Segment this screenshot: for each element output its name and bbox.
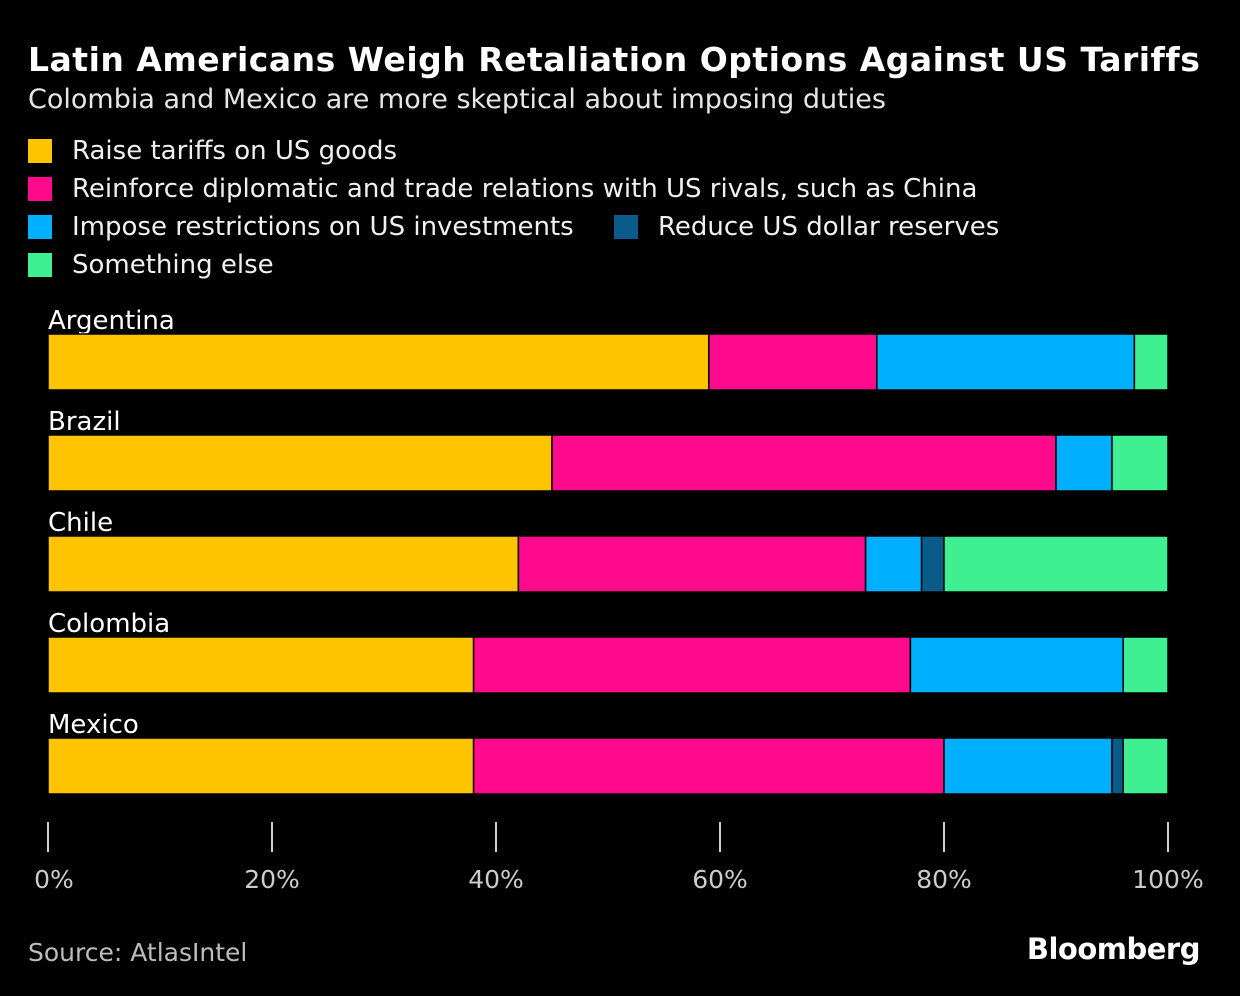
legend-item-something-else: Something else [28, 250, 274, 280]
legend-item-restrict-investments: Impose restrictions on US investments [28, 212, 574, 242]
category-label: Brazil [48, 407, 121, 437]
legend-item-reduce-dollar-reserves: Reduce US dollar reserves [614, 212, 999, 242]
bar-segment-mexico-3 [1111, 737, 1124, 795]
bloomberg-logo: Bloomberg [1026, 932, 1201, 966]
x-tick-label: 60% [692, 865, 748, 894]
chart-subtitle: Colombia and Mexico are more skeptical a… [28, 84, 886, 115]
bar-segment-argentina-4 [1133, 333, 1169, 391]
bar-segment-colombia-2 [909, 636, 1124, 694]
legend-label: Reduce US dollar reserves [658, 212, 1000, 242]
legend-item-reinforce-relations: Reinforce diplomatic and trade relations… [28, 174, 977, 204]
bar-segment-chile-3 [920, 535, 945, 593]
bar-segment-mexico-0 [47, 737, 475, 795]
x-tick-label: 20% [244, 865, 300, 894]
bar-segment-brazil-2 [1055, 434, 1113, 492]
bar-segment-chile-0 [47, 535, 520, 593]
legend-swatch [28, 253, 52, 277]
bar-segment-brazil-1 [551, 434, 1057, 492]
x-tick-label: 100% [1132, 865, 1203, 894]
bar-segment-argentina-0 [47, 333, 710, 391]
category-label: Argentina [48, 306, 175, 336]
chart-title: Latin Americans Weigh Retaliation Option… [28, 40, 1201, 79]
bar-segment-chile-4 [943, 535, 1169, 593]
source-note: Source: AtlasIntel [28, 938, 248, 967]
legend-label: Something else [72, 250, 274, 280]
bar-segment-argentina-1 [708, 333, 878, 391]
category-label: Chile [48, 508, 113, 538]
bar-segment-colombia-0 [47, 636, 475, 694]
x-tick-label: 80% [916, 865, 972, 894]
x-tick-label: 0% [34, 865, 74, 894]
bar-segment-colombia-1 [472, 636, 912, 694]
legend-label: Impose restrictions on US investments [72, 212, 574, 242]
legend-label: Reinforce diplomatic and trade relations… [72, 174, 978, 204]
legend-swatch [28, 215, 52, 239]
x-tick-label: 40% [468, 865, 524, 894]
category-label: Mexico [48, 710, 139, 740]
legend-swatch [614, 215, 638, 239]
legend-swatch [28, 177, 52, 201]
bar-segment-mexico-2 [943, 737, 1113, 795]
legend-item-raise-tariffs: Raise tariffs on US goods [28, 136, 397, 166]
legend-swatch [28, 139, 52, 163]
bar-segment-mexico-1 [472, 737, 945, 795]
bar-segment-brazil-0 [47, 434, 553, 492]
bar-segment-chile-1 [517, 535, 867, 593]
bar-segment-mexico-4 [1122, 737, 1169, 795]
bar-segment-chile-2 [864, 535, 923, 593]
bar-segment-colombia-4 [1122, 636, 1169, 694]
legend-label: Raise tariffs on US goods [72, 136, 398, 166]
bar-segment-brazil-4 [1111, 434, 1169, 492]
category-label: Colombia [48, 609, 170, 639]
bar-segment-argentina-2 [876, 333, 1136, 391]
